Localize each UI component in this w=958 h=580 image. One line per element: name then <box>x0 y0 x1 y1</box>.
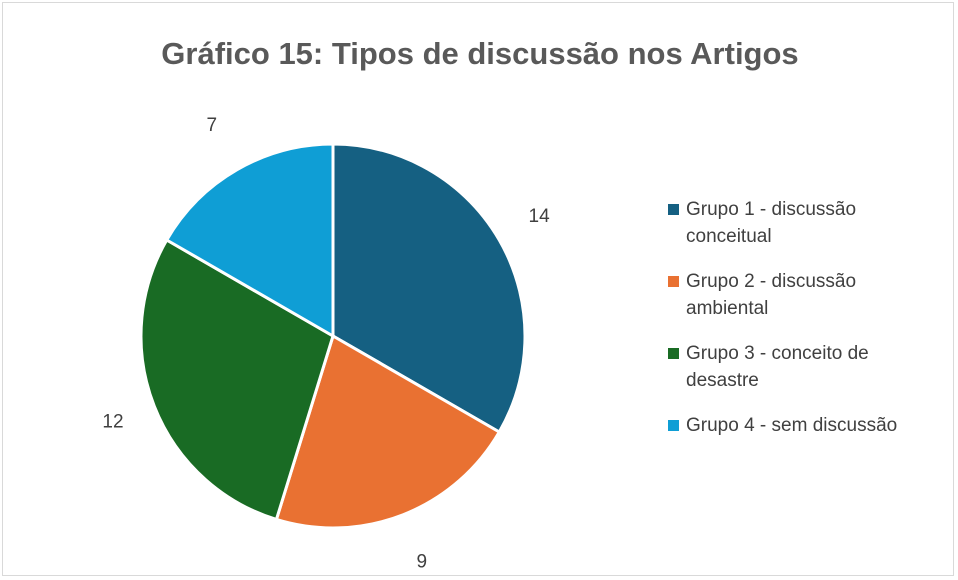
pie-slice <box>274 333 502 530</box>
legend-swatch <box>668 348 679 359</box>
legend-item: Grupo 1 - discussão conceitual <box>668 196 916 250</box>
legend-swatch <box>668 420 679 431</box>
data-label: 12 <box>102 411 123 432</box>
legend-item: Grupo 2 - discussão ambiental <box>668 268 916 322</box>
data-label: 9 <box>417 551 428 572</box>
legend: Grupo 1 - discussão conceitual Grupo 2 - … <box>668 196 953 457</box>
legend-label: Grupo 2 - discussão ambiental <box>686 271 857 319</box>
pie-slice <box>331 142 527 435</box>
chart-title: Gráfico 15: Tipos de discussão nos Artig… <box>161 36 798 71</box>
data-label: 7 <box>207 115 218 136</box>
legend-label: Grupo 4 - sem discussão <box>686 415 898 436</box>
legend-item: Grupo 3 - conceito de desastre <box>668 340 916 394</box>
legend-swatch <box>668 276 679 287</box>
data-label: 14 <box>529 206 551 227</box>
legend-label: Grupo 1 - discussão conceitual <box>686 199 857 247</box>
legend-item: Grupo 4 - sem discussão <box>668 412 958 439</box>
legend-label: Grupo 3 - conceito de desastre <box>686 343 869 391</box>
legend-swatch <box>668 204 679 215</box>
pie-slice <box>164 142 335 339</box>
